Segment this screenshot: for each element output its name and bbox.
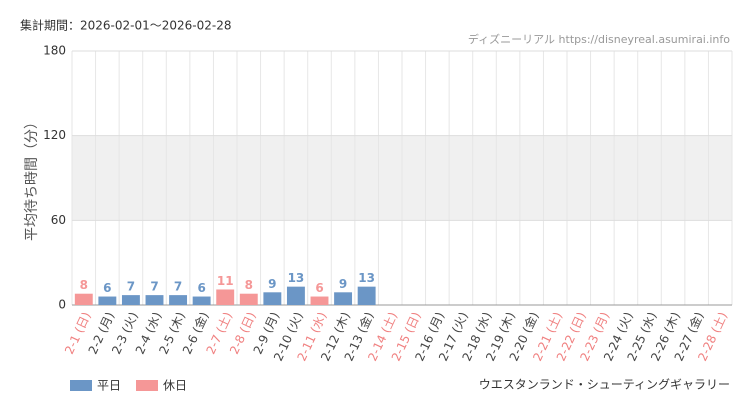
bar bbox=[263, 292, 282, 305]
legend-label: 平日 bbox=[97, 379, 121, 393]
bar bbox=[286, 286, 305, 305]
data-label: 6 bbox=[103, 281, 111, 295]
bar bbox=[239, 293, 258, 305]
legend-swatch bbox=[136, 380, 158, 391]
caption: ウエスタンランド・シューティングギャラリー bbox=[479, 378, 730, 392]
data-label: 8 bbox=[245, 278, 253, 292]
data-label: 13 bbox=[288, 271, 305, 285]
y-tick-label: 180 bbox=[43, 44, 66, 58]
data-label: 11 bbox=[217, 274, 234, 288]
bar bbox=[334, 292, 353, 305]
y-tick-label: 60 bbox=[51, 213, 66, 227]
bar bbox=[74, 293, 93, 305]
source: ディズニーリアル https://disneyreal.asumirai.inf… bbox=[468, 32, 730, 46]
period: 集計期間：2026-02-01～2026-02-28 bbox=[20, 18, 231, 33]
data-label: 9 bbox=[339, 277, 347, 291]
bar bbox=[357, 286, 376, 305]
bar bbox=[310, 296, 329, 305]
y-axis-label: 平均待ち時間（分） bbox=[24, 115, 40, 241]
bar bbox=[98, 296, 117, 305]
bar bbox=[169, 295, 188, 305]
y-tick-label: 120 bbox=[43, 128, 66, 142]
bar bbox=[145, 295, 164, 305]
bar bbox=[121, 295, 140, 305]
bar bbox=[192, 296, 211, 305]
y-tick-label: 0 bbox=[58, 298, 66, 312]
data-label: 7 bbox=[150, 280, 158, 294]
data-label: 6 bbox=[197, 281, 205, 295]
data-label: 6 bbox=[315, 281, 323, 295]
data-label: 7 bbox=[127, 280, 135, 294]
data-label: 7 bbox=[174, 280, 182, 294]
data-label: 13 bbox=[358, 271, 375, 285]
data-label: 9 bbox=[268, 277, 276, 291]
legend-label: 休日 bbox=[163, 379, 187, 393]
bar bbox=[216, 289, 235, 305]
data-label: 8 bbox=[80, 278, 88, 292]
legend-swatch bbox=[70, 380, 92, 391]
